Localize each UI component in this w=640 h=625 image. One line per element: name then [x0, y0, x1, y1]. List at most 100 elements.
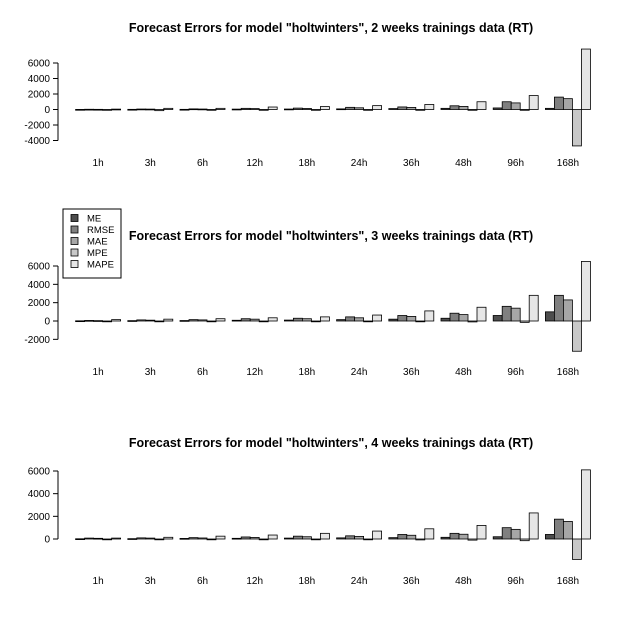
bar-mape-1h: [111, 319, 121, 322]
category-label: 12h: [246, 158, 263, 169]
bar-mae-3h: [145, 108, 156, 111]
bar-rmse-6h: [188, 319, 199, 322]
legend-swatch-mpe: [70, 248, 79, 257]
bar-mpe-1h: [102, 109, 112, 111]
bar-me-168h: [545, 534, 555, 540]
bar-mape-18h: [319, 106, 330, 110]
bar-rmse-24h: [345, 106, 356, 110]
bar-mae-36h: [406, 316, 417, 322]
category-label: 3h: [145, 367, 156, 378]
bar-mae-6h: [197, 319, 208, 322]
bar-mape-6h: [215, 318, 226, 322]
bar-me-12h: [231, 108, 242, 111]
bar-mape-96h: [528, 512, 539, 540]
legend-swatch-mape: [70, 260, 79, 268]
category-label: 36h: [403, 367, 420, 378]
y-tick-label: 0: [44, 317, 50, 328]
bar-mpe-6h: [206, 538, 217, 541]
bar-mpe-1h: [102, 538, 112, 541]
legend-label-mpe: MPE: [87, 248, 108, 259]
bar-mpe-24h: [363, 538, 374, 541]
bar-mape-96h: [528, 95, 539, 110]
bar-mpe-18h: [310, 320, 321, 323]
bar-mae-24h: [354, 535, 365, 540]
category-label: 1h: [93, 367, 104, 378]
legend-label-rmse: RMSE: [87, 225, 114, 236]
bar-rmse-48h: [449, 532, 460, 540]
bar-me-6h: [179, 538, 190, 540]
bar-me-36h: [388, 108, 399, 110]
bar-me-96h: [492, 315, 503, 322]
bar-mae-24h: [354, 317, 365, 322]
y-tick-label: 4000: [28, 74, 51, 85]
bar-rmse-96h: [501, 101, 512, 110]
bar-mpe-18h: [310, 109, 321, 111]
bar-mpe-168h: [572, 320, 582, 352]
category-label: 12h: [246, 367, 263, 378]
bar-mae-6h: [197, 108, 208, 111]
bar-rmse-96h: [501, 527, 512, 540]
bar-mape-96h: [528, 294, 539, 322]
bar-me-168h: [545, 107, 555, 110]
category-label: 6h: [197, 158, 208, 169]
bar-me-18h: [283, 319, 294, 322]
bar-rmse-3h: [136, 537, 147, 540]
bar-mpe-6h: [206, 320, 217, 323]
bar-mape-3h: [163, 318, 174, 322]
bar-mpe-18h: [310, 538, 321, 541]
bar-me-96h: [492, 107, 503, 110]
chart-title: Forecast Errors for model "holtwinters",…: [129, 229, 533, 243]
bar-rmse-1h: [84, 108, 94, 111]
y-tick-label: 2000: [28, 512, 51, 523]
bar-mae-18h: [301, 318, 312, 322]
y-tick-label: 2000: [28, 298, 51, 309]
bar-mpe-36h: [415, 320, 426, 323]
chart-title: Forecast Errors for model "holtwinters",…: [129, 21, 533, 35]
category-label: 96h: [507, 367, 524, 378]
bar-mpe-12h: [258, 320, 269, 323]
bar-mpe-6h: [206, 109, 217, 111]
bar-mae-3h: [145, 537, 156, 540]
category-label: 24h: [351, 367, 368, 378]
category-label: 24h: [351, 158, 368, 169]
category-label: 3h: [145, 158, 156, 169]
bar-mae-12h: [249, 537, 260, 540]
bar-rmse-168h: [554, 294, 564, 322]
category-label: 6h: [197, 367, 208, 378]
category-label: 3h: [145, 576, 156, 587]
bar-me-36h: [388, 318, 399, 322]
chart-panel-3: Forecast Errors for model "holtwinters",…: [28, 436, 591, 587]
legend-label-me: ME: [87, 214, 101, 225]
category-label: 6h: [197, 576, 208, 587]
bar-mae-48h: [458, 533, 469, 540]
bar-me-24h: [336, 108, 347, 111]
legend-swatch-mae: [70, 237, 79, 245]
bar-me-6h: [179, 108, 190, 111]
bar-rmse-1h: [84, 537, 94, 540]
bar-mpe-12h: [258, 109, 269, 111]
bar-mae-36h: [406, 107, 417, 110]
y-tick-label: 4000: [28, 280, 51, 291]
bar-mae-12h: [249, 318, 260, 322]
category-label: 168h: [557, 158, 579, 169]
bar-me-24h: [336, 537, 347, 540]
category-label: 1h: [93, 158, 104, 169]
bar-me-12h: [231, 537, 242, 540]
chart-panel-1: Forecast Errors for model "holtwinters",…: [24, 21, 591, 169]
bar-mae-1h: [93, 320, 103, 322]
bar-mpe-3h: [154, 109, 165, 112]
bar-rmse-3h: [136, 319, 147, 322]
bar-mae-96h: [510, 528, 521, 540]
bar-mae-48h: [458, 314, 469, 322]
bar-mape-12h: [267, 534, 278, 540]
bar-rmse-48h: [449, 105, 460, 110]
bar-rmse-36h: [397, 534, 408, 540]
y-tick-label: 0: [44, 105, 50, 116]
y-tick-label: -4000: [24, 136, 50, 147]
category-label: 48h: [455, 576, 472, 587]
bar-me-48h: [440, 317, 451, 322]
bar-mape-3h: [163, 107, 174, 110]
bar-rmse-12h: [240, 536, 251, 540]
bar-mape-168h: [581, 261, 591, 322]
